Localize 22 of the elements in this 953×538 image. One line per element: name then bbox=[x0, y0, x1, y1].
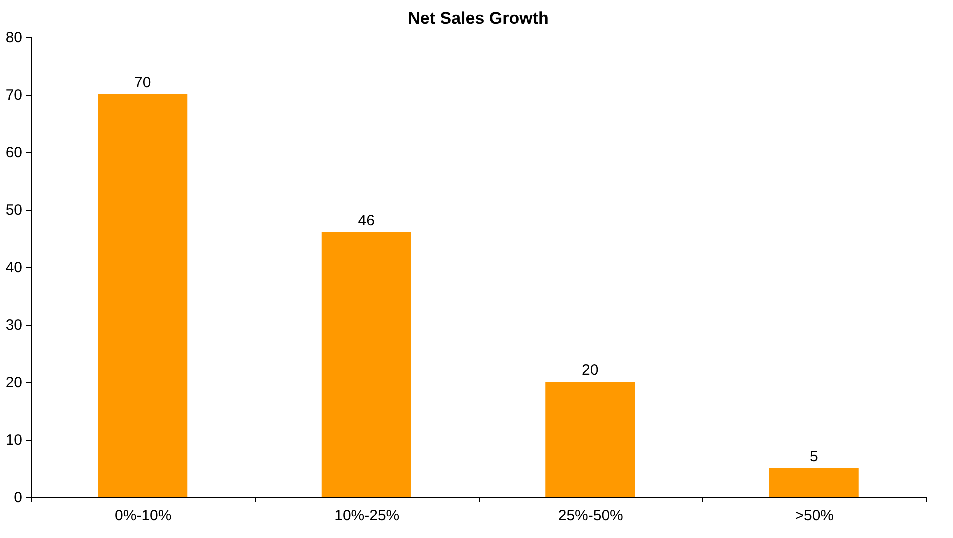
chart-title: Net Sales Growth bbox=[408, 9, 549, 28]
y-tick-label: 0 bbox=[14, 490, 22, 506]
y-tick-label: 60 bbox=[6, 144, 22, 162]
data-label: 70 bbox=[134, 74, 152, 92]
y-tick-label: 70 bbox=[6, 87, 22, 104]
bar bbox=[98, 94, 188, 497]
bar bbox=[769, 468, 859, 497]
data-label: 20 bbox=[582, 362, 599, 379]
y-tick-label: 40 bbox=[6, 260, 22, 276]
y-tick-label: 20 bbox=[6, 374, 22, 392]
y-tick-label: 30 bbox=[6, 317, 22, 334]
x-tick-label: 25%-50% bbox=[558, 508, 624, 524]
data-label: 46 bbox=[358, 212, 375, 230]
x-tick-label: 0%-10% bbox=[115, 508, 172, 524]
y-tick-label: 80 bbox=[6, 30, 22, 46]
x-tick-label: 10%-25% bbox=[334, 508, 400, 524]
bar bbox=[546, 382, 636, 497]
y-tick-label: 10 bbox=[6, 432, 22, 449]
bar bbox=[322, 232, 412, 497]
data-label: 5 bbox=[810, 448, 818, 466]
x-tick-label: >50% bbox=[795, 508, 834, 524]
y-tick-label: 50 bbox=[6, 202, 22, 219]
